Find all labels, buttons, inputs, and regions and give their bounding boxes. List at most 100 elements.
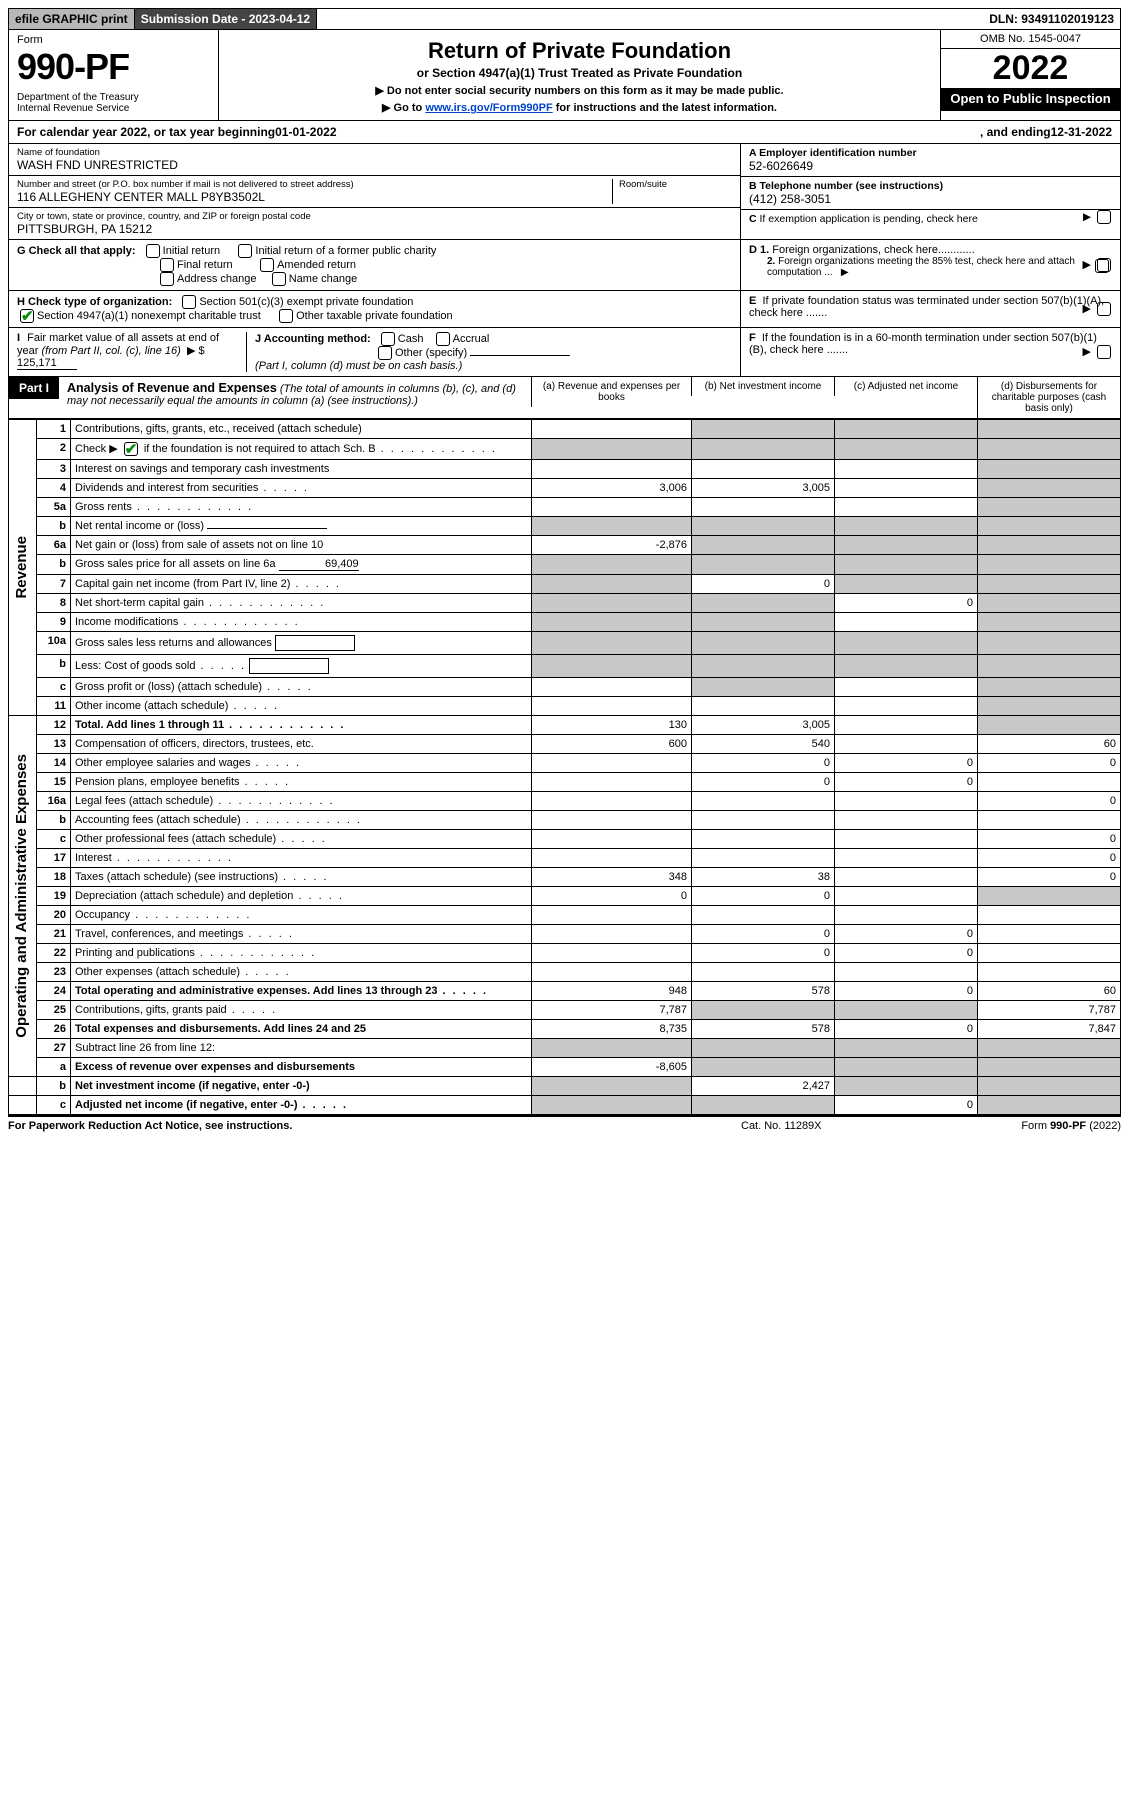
ein-label: A Employer identification number	[749, 147, 1112, 159]
table-row: bAccounting fees (attach schedule)	[9, 811, 1121, 830]
open-inspection: Open to Public Inspection	[941, 88, 1120, 111]
table-row: 21Travel, conferences, and meetings00	[9, 925, 1121, 944]
table-row: 2 Check ▶ if the foundation is not requi…	[9, 439, 1121, 460]
form-header: Form 990-PF Department of the Treasury I…	[8, 30, 1121, 121]
g-final-return[interactable]	[160, 258, 174, 272]
j-accrual[interactable]	[436, 332, 450, 346]
table-row: bNet rental income or (loss)	[9, 517, 1121, 536]
g-section: G Check all that apply: Initial return I…	[9, 240, 740, 290]
form-word: Form	[17, 34, 210, 46]
table-row: 14Other employee salaries and wages000	[9, 754, 1121, 773]
expenses-side-label: Operating and Administrative Expenses	[13, 754, 30, 1038]
table-row: 17Interest0	[9, 849, 1121, 868]
table-row: 18Taxes (attach schedule) (see instructi…	[9, 868, 1121, 887]
phone-label: B Telephone number (see instructions)	[749, 180, 1112, 192]
col-d-head: (d) Disbursements for charitable purpose…	[977, 377, 1120, 418]
col-a-head: (a) Revenue and expenses per books	[531, 377, 691, 407]
omb-number: OMB No. 1545-0047	[941, 30, 1120, 49]
fmv-value: 125,171	[17, 357, 77, 370]
d-section: D 1. Foreign organizations, check here..…	[740, 240, 1120, 290]
tax-year: 2022	[941, 49, 1120, 88]
table-row: 16aLegal fees (attach schedule)0	[9, 792, 1121, 811]
j-cash[interactable]	[381, 332, 395, 346]
table-row: bGross sales price for all assets on lin…	[9, 555, 1121, 575]
top-bar: efile GRAPHIC print Submission Date - 20…	[8, 8, 1121, 30]
e-checkbox[interactable]	[1097, 302, 1111, 316]
h-section: H Check type of organization: Section 50…	[9, 291, 740, 327]
calendar-year-row: For calendar year 2022, or tax year begi…	[8, 121, 1121, 144]
part1-header: Part I Analysis of Revenue and Expenses …	[8, 377, 1121, 419]
table-row: 4Dividends and interest from securities3…	[9, 479, 1121, 498]
form-title: Return of Private Foundation	[229, 38, 930, 64]
addr-label: Number and street (or P.O. box number if…	[17, 179, 612, 190]
dept-treasury: Department of the Treasury Internal Reve…	[17, 92, 210, 114]
tax-year-end: 12-31-2022	[1051, 125, 1112, 139]
f-section: F If the foundation is in a 60-month ter…	[740, 328, 1120, 376]
name-label: Name of foundation	[17, 147, 732, 158]
e-section: E If private foundation status was termi…	[740, 291, 1120, 327]
ein-value: 52-6026649	[749, 159, 1112, 173]
table-row: 10aGross sales less returns and allowanc…	[9, 632, 1121, 655]
submission-date: Submission Date - 2023-04-12	[135, 9, 317, 29]
schb-checkbox[interactable]	[124, 442, 138, 456]
form-subtitle: or Section 4947(a)(1) Trust Treated as P…	[229, 66, 930, 80]
revenue-side-label: Revenue	[13, 536, 30, 599]
table-row: 27Subtract line 26 from line 12:	[9, 1039, 1121, 1058]
g-amended-return[interactable]	[260, 258, 274, 272]
irs-link[interactable]: www.irs.gov/Form990PF	[425, 102, 552, 114]
ij-section: I Fair market value of all assets at end…	[9, 328, 740, 376]
efile-label: efile GRAPHIC print	[9, 9, 135, 29]
note-ssn: ▶ Do not enter social security numbers o…	[229, 84, 930, 97]
c-exemption-label: C If exemption application is pending, c…	[749, 213, 978, 225]
table-row: 7Capital gain net income (from Part IV, …	[9, 575, 1121, 594]
table-row: 3Interest on savings and temporary cash …	[9, 460, 1121, 479]
table-row: 11Other income (attach schedule)	[9, 697, 1121, 716]
phone-value: (412) 258-3051	[749, 192, 1112, 206]
g-name-change[interactable]	[272, 272, 286, 286]
col-b-head: (b) Net investment income	[691, 377, 834, 396]
table-row: 22Printing and publications00	[9, 944, 1121, 963]
table-row: 24Total operating and administrative exp…	[9, 982, 1121, 1001]
table-row: 9Income modifications	[9, 613, 1121, 632]
d2-checkbox[interactable]	[1095, 259, 1109, 273]
h-4947a1[interactable]	[20, 309, 34, 323]
table-row: 25Contributions, gifts, grants paid7,787…	[9, 1001, 1121, 1020]
cat-number: Cat. No. 11289X	[741, 1120, 941, 1132]
paperwork-notice: For Paperwork Reduction Act Notice, see …	[8, 1120, 741, 1132]
table-row: 5aGross rents	[9, 498, 1121, 517]
table-row: 19Depreciation (attach schedule) and dep…	[9, 887, 1121, 906]
table-row: cGross profit or (loss) (attach schedule…	[9, 678, 1121, 697]
table-row: bNet investment income (if negative, ent…	[9, 1077, 1121, 1096]
table-row: cAdjusted net income (if negative, enter…	[9, 1096, 1121, 1115]
city-state-zip: PITTSBURGH, PA 15212	[17, 222, 732, 236]
table-row: 13Compensation of officers, directors, t…	[9, 735, 1121, 754]
col-c-head: (c) Adjusted net income	[834, 377, 977, 396]
table-row: Operating and Administrative Expenses 12…	[9, 716, 1121, 735]
form-number: 990-PF	[17, 46, 210, 88]
table-row: 15Pension plans, employee benefits00	[9, 773, 1121, 792]
g-initial-former[interactable]	[238, 244, 252, 258]
table-row: 23Other expenses (attach schedule)	[9, 963, 1121, 982]
note-goto: ▶ Go to www.irs.gov/Form990PF for instru…	[229, 101, 930, 114]
f-checkbox[interactable]	[1097, 345, 1111, 359]
city-label: City or town, state or province, country…	[17, 211, 732, 222]
table-row: bLess: Cost of goods sold	[9, 655, 1121, 678]
g-address-change[interactable]	[160, 272, 174, 286]
street-address: 116 ALLEGHENY CENTER MALL P8YB3502L	[17, 190, 612, 204]
part1-table: Revenue 1Contributions, gifts, grants, e…	[8, 419, 1121, 1115]
form-ref: Form 990-PF (2022)	[941, 1120, 1121, 1132]
h-other-taxable[interactable]	[279, 309, 293, 323]
page-footer: For Paperwork Reduction Act Notice, see …	[8, 1115, 1121, 1132]
room-suite-label: Room/suite	[612, 179, 732, 204]
identity-grid: Name of foundation WASH FND UNRESTRICTED…	[8, 144, 1121, 240]
table-row: 26Total expenses and disbursements. Add …	[9, 1020, 1121, 1039]
tax-year-begin: 01-01-2022	[275, 125, 336, 139]
table-row: 6aNet gain or (loss) from sale of assets…	[9, 536, 1121, 555]
c-checkbox[interactable]	[1097, 210, 1111, 224]
part1-badge: Part I	[9, 377, 59, 399]
j-other[interactable]	[378, 346, 392, 360]
g-initial-return[interactable]	[146, 244, 160, 258]
foundation-name: WASH FND UNRESTRICTED	[17, 158, 732, 172]
h-501c3[interactable]	[182, 295, 196, 309]
dln: DLN: 93491102019123	[983, 9, 1120, 29]
